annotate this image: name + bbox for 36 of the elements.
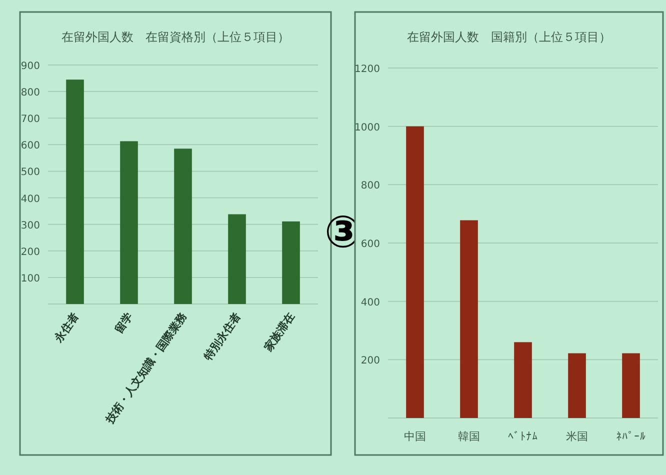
bar <box>228 214 246 304</box>
bar <box>66 80 84 304</box>
y-tick-label: 200 <box>20 246 40 258</box>
y-tick-label: 100 <box>20 273 40 284</box>
y-tick-label: 800 <box>20 88 40 99</box>
y-tick-label: 400 <box>360 297 380 308</box>
y-tick-label: 200 <box>360 356 380 367</box>
x-tick-label: 米国 <box>566 430 588 443</box>
y-tick-label: 600 <box>360 239 380 250</box>
bar <box>406 126 424 418</box>
y-tick-label: 1000 <box>354 122 380 134</box>
bar <box>174 148 192 304</box>
x-tick-label: ﾈﾊﾟｰﾙ <box>616 430 646 443</box>
y-tick-label: 500 <box>20 167 40 178</box>
x-tick-label: 韓国 <box>458 430 480 443</box>
bar <box>568 353 586 418</box>
chart-title: 在留外国人数 在留資格別（上位５項目） <box>62 30 290 44</box>
bar <box>514 342 532 418</box>
x-tick-label: 中国 <box>404 430 426 443</box>
y-tick-label: 600 <box>20 140 40 152</box>
x-tick-label: ﾍﾞﾄﾅﾑ <box>508 430 538 443</box>
chart-title: 在留外国人数 国籍別（上位５項目） <box>407 30 611 44</box>
y-tick-label: 300 <box>20 220 40 232</box>
x-tick-label: 特別永住者 <box>200 310 244 364</box>
y-tick-label: 1200 <box>354 64 380 75</box>
x-tick-label: 家族滞在 <box>261 310 298 355</box>
bar <box>120 141 138 304</box>
x-tick-label: 永住者 <box>51 310 82 346</box>
bar <box>460 220 478 418</box>
y-tick-label: 400 <box>20 194 40 205</box>
x-tick-label: 留学 <box>112 310 136 336</box>
y-tick-label: 900 <box>20 61 40 72</box>
y-tick-label: 700 <box>20 114 40 126</box>
bar <box>282 221 300 304</box>
y-tick-label: 800 <box>360 180 380 192</box>
bar <box>622 353 640 418</box>
